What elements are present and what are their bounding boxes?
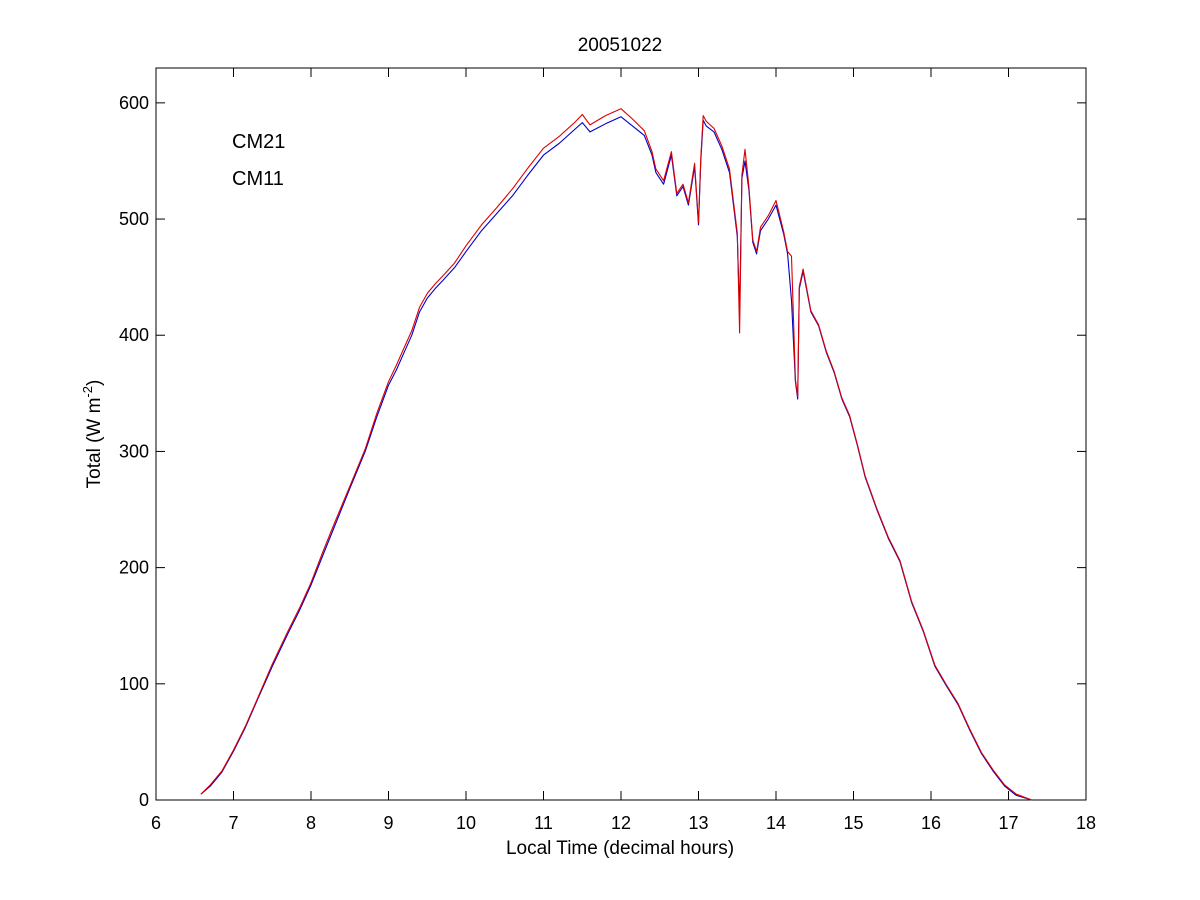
plot-area: 6 7 8 9 10 11 12 13 14 15 16 17 18 0 100 200 300 400 500 60… [119, 67, 1096, 833]
series-line-cm11 [200, 108, 1032, 801]
x-tick-label-17: 17 [998, 813, 1018, 833]
legend-entry-cm11: CM11 [232, 168, 284, 190]
legend-entry-cm21: CM21 [232, 131, 285, 153]
y-tick-label-100: 100 [119, 674, 149, 694]
y-tick-label-500: 500 [119, 209, 149, 229]
x-tick-label-12: 12 [611, 813, 631, 833]
legend: CM21 CM11 [232, 131, 285, 190]
y-axis-label: Total (W m-2) [80, 380, 105, 489]
chart-title: 20051022 [578, 35, 663, 56]
x-tick-label-15: 15 [843, 813, 863, 833]
x-tick-label-13: 13 [688, 813, 708, 833]
x-tick-label-6: 6 [151, 813, 161, 833]
y-axis-label-end: ) [84, 380, 105, 386]
x-tick-label-14: 14 [766, 813, 786, 833]
y-tick-label-400: 400 [119, 325, 149, 345]
x-tick-label-10: 10 [456, 813, 476, 833]
y-axis-label-superscript: -2 [80, 386, 95, 398]
x-tick-label-18: 18 [1076, 813, 1096, 833]
y-axis-label-base: Total (W m [84, 398, 105, 489]
plot-frame [155, 67, 1087, 801]
x-tick-label-9: 9 [383, 813, 393, 833]
y-tick-label-0: 0 [139, 790, 149, 810]
x-tick-label-7: 7 [228, 813, 238, 833]
ticks-layer: 6 7 8 9 10 11 12 13 14 15 16 17 18 0 100 200 300 400 500 60… [119, 68, 1096, 833]
x-tick-label-11: 11 [534, 813, 553, 833]
x-tick-label-8: 8 [306, 813, 316, 833]
y-tick-label-600: 600 [119, 93, 149, 113]
y-tick-label-200: 200 [119, 558, 149, 578]
x-tick-label-16: 16 [921, 813, 941, 833]
x-axis-label: Local Time (decimal hours) [506, 838, 734, 859]
y-tick-label-300: 300 [119, 441, 149, 461]
series-layer [200, 108, 1032, 801]
